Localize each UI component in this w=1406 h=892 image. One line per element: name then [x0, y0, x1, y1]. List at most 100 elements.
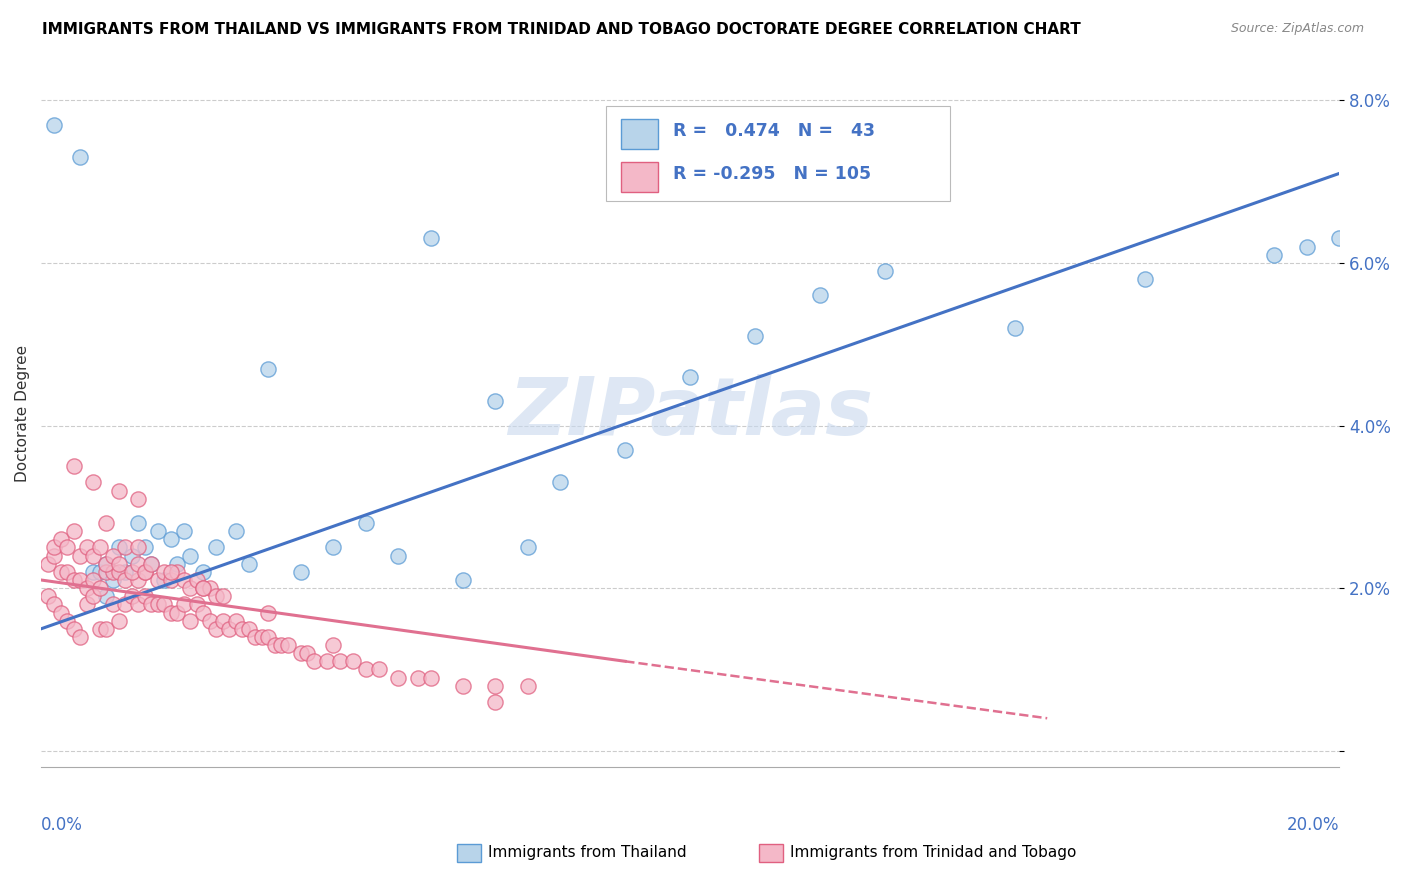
Point — [153, 598, 176, 612]
Point — [186, 573, 208, 587]
Point — [62, 622, 84, 636]
FancyBboxPatch shape — [606, 105, 950, 201]
Point — [127, 491, 149, 506]
Point — [153, 573, 176, 587]
Point — [193, 581, 215, 595]
Text: ZIPatlas: ZIPatlas — [508, 375, 873, 452]
Point — [49, 533, 72, 547]
Point — [49, 565, 72, 579]
Point — [205, 541, 228, 555]
Point — [186, 598, 208, 612]
Point — [166, 557, 188, 571]
Point — [56, 614, 79, 628]
Point — [108, 541, 131, 555]
Point — [1133, 272, 1156, 286]
Point — [141, 598, 163, 612]
Point — [153, 565, 176, 579]
Bar — [759, 844, 783, 862]
Point — [451, 679, 474, 693]
Point — [89, 541, 111, 555]
Point — [89, 622, 111, 636]
Point — [419, 231, 441, 245]
Point — [322, 541, 344, 555]
Point — [114, 565, 136, 579]
Point — [127, 516, 149, 530]
Point — [42, 541, 65, 555]
Point — [484, 695, 506, 709]
Point — [160, 606, 183, 620]
Point — [315, 654, 337, 668]
Point — [134, 565, 156, 579]
Bar — [621, 161, 658, 192]
Point — [205, 589, 228, 603]
Point — [89, 581, 111, 595]
Point — [238, 557, 260, 571]
Point — [42, 118, 65, 132]
Point — [94, 565, 117, 579]
Point — [484, 679, 506, 693]
Point — [290, 565, 312, 579]
Text: Immigrants from Trinidad and Tobago: Immigrants from Trinidad and Tobago — [790, 846, 1077, 860]
Point — [146, 598, 169, 612]
Point — [82, 589, 104, 603]
Point — [49, 606, 72, 620]
Point — [134, 541, 156, 555]
Point — [406, 671, 429, 685]
Point — [56, 565, 79, 579]
Point — [101, 549, 124, 563]
Point — [744, 329, 766, 343]
Point — [193, 581, 215, 595]
Point — [322, 638, 344, 652]
Point — [173, 598, 195, 612]
Point — [94, 622, 117, 636]
Point — [69, 573, 91, 587]
Bar — [621, 119, 658, 149]
Point — [127, 598, 149, 612]
Point — [82, 565, 104, 579]
Point — [76, 581, 98, 595]
Point — [218, 622, 240, 636]
Point — [193, 606, 215, 620]
Point — [76, 541, 98, 555]
Point — [146, 573, 169, 587]
Point — [212, 589, 235, 603]
Point — [270, 638, 292, 652]
Point — [82, 475, 104, 490]
Point — [193, 565, 215, 579]
Point — [212, 614, 235, 628]
Point — [127, 573, 149, 587]
Point — [387, 549, 409, 563]
Point — [484, 394, 506, 409]
Point — [166, 606, 188, 620]
Point — [198, 614, 221, 628]
Point — [114, 573, 136, 587]
Point — [56, 541, 79, 555]
Point — [225, 524, 247, 539]
Point — [516, 541, 538, 555]
Point — [37, 557, 59, 571]
Point — [873, 264, 896, 278]
Point — [550, 475, 572, 490]
Point — [257, 361, 280, 376]
Text: R = -0.295   N = 105: R = -0.295 N = 105 — [673, 165, 872, 184]
Point — [451, 573, 474, 587]
Text: 20.0%: 20.0% — [1286, 816, 1340, 834]
Text: 0.0%: 0.0% — [41, 816, 83, 834]
Point — [141, 557, 163, 571]
Point — [329, 654, 352, 668]
Point — [127, 557, 149, 571]
Point — [101, 573, 124, 587]
Point — [614, 442, 637, 457]
Point — [69, 549, 91, 563]
Point — [179, 549, 201, 563]
Point — [179, 581, 201, 595]
Point — [179, 614, 201, 628]
Point — [387, 671, 409, 685]
Point — [108, 483, 131, 498]
Text: IMMIGRANTS FROM THAILAND VS IMMIGRANTS FROM TRINIDAD AND TOBAGO DOCTORATE DEGREE: IMMIGRANTS FROM THAILAND VS IMMIGRANTS F… — [42, 22, 1081, 37]
Point — [42, 598, 65, 612]
Point — [354, 663, 377, 677]
Point — [173, 573, 195, 587]
Point — [37, 589, 59, 603]
Point — [146, 524, 169, 539]
